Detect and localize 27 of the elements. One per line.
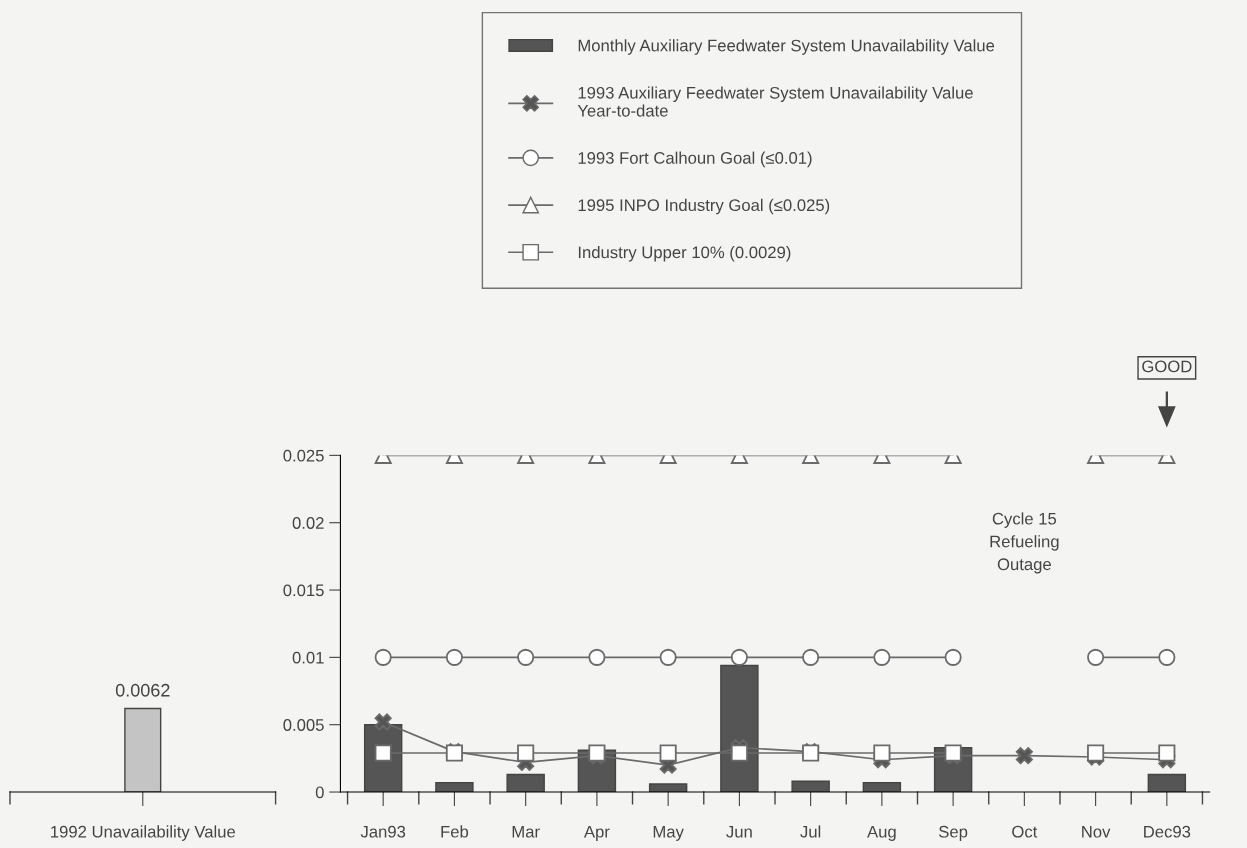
legend-label: Monthly Auxiliary Feedwater System Unavailability Value (578, 39, 995, 55)
legend-label: 1993 Fort Calhoun Goal (≤0.01) (578, 151, 812, 168)
legend-label: 1993 Auxiliary Feedwater System Unavailability Value Year-to-date (577, 86, 973, 117)
x-tick-label: Apr (583, 825, 610, 841)
x-tick-label: Aug (867, 825, 896, 841)
x-tick-label: Jul (800, 825, 821, 838)
y-tick-label: 0.01 (292, 651, 324, 664)
y-tick-label: 0.005 (283, 719, 324, 731)
legend-label: 1995 INPO Industry Goal (≤0.025) (578, 198, 830, 215)
annotation: Cycle 15 Refueling Outage (990, 512, 1059, 574)
x-tick-label: 1992 Unavailability Value (51, 825, 236, 841)
x-tick-label: Jan93 (360, 825, 406, 838)
y-tick-label: 0.015 (283, 584, 324, 597)
data-label: 0.0062 (115, 683, 170, 697)
x-tick-label: Sep (939, 825, 968, 841)
x-tick-label: May (653, 825, 684, 841)
y-tick-label: 0.02 (292, 517, 324, 529)
x-tick-label: Jun (726, 825, 752, 838)
legend-label: Industry Upper 10% (0.0029) (578, 246, 791, 262)
y-tick-label: 0 (315, 786, 324, 799)
x-tick-label: Dec93 (1144, 825, 1191, 838)
y-tick-label: 0.025 (283, 449, 324, 462)
x-tick-label: Feb (441, 825, 469, 838)
x-tick-label: Mar (512, 825, 540, 838)
x-tick-label: Oct (1012, 825, 1038, 838)
x-tick-label: Nov (1082, 825, 1111, 838)
text: GOOD (1142, 360, 1192, 373)
